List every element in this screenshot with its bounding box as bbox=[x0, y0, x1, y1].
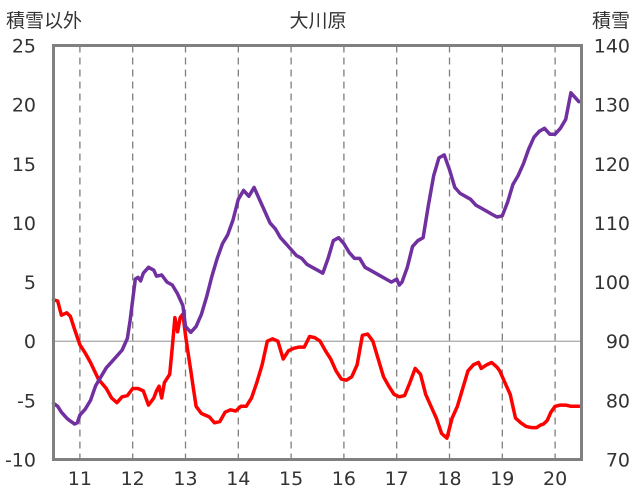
right-y-tick-label: 90 bbox=[606, 331, 630, 353]
right-y-tick-label: 130 bbox=[594, 95, 630, 117]
left-y-tick-label: 20 bbox=[12, 95, 36, 117]
left-y-tick-label: 0 bbox=[24, 331, 36, 353]
x-tick-label: 16 bbox=[332, 468, 356, 490]
x-tick-label: 11 bbox=[68, 468, 92, 490]
grid-lines bbox=[53, 45, 582, 460]
right-y-tick-label: 80 bbox=[606, 390, 630, 412]
left-y-tick-label: 25 bbox=[12, 36, 36, 58]
right-y-tick-label: 110 bbox=[594, 213, 630, 235]
x-tick-label: 12 bbox=[121, 468, 145, 490]
left-y-tick-label: -5 bbox=[17, 390, 36, 412]
x-tick-label: 13 bbox=[173, 468, 197, 490]
tick-labels: 11 12 13 14 15 16 17 18 19 20 25 20 15 10 5 0 -5 -10 140 13… bbox=[5, 36, 630, 491]
right-y-tick-label: 100 bbox=[594, 272, 630, 294]
left-y-tick-label: 15 bbox=[12, 154, 36, 176]
left-axis-label: 積雪以外 bbox=[6, 10, 82, 32]
x-tick-label: 15 bbox=[279, 468, 303, 490]
right-y-tick-label: 70 bbox=[606, 450, 630, 472]
right-y-tick-label: 120 bbox=[594, 154, 630, 176]
left-y-tick-label: 10 bbox=[12, 213, 36, 235]
x-tick-label: 14 bbox=[226, 468, 250, 490]
left-axis-series-line bbox=[51, 298, 581, 440]
x-tick-label: 20 bbox=[543, 468, 567, 490]
left-y-tick-label: -10 bbox=[5, 450, 36, 472]
right-y-tick-label: 140 bbox=[594, 36, 630, 58]
series-layer bbox=[51, 91, 581, 440]
right-axis-label: 積雪 bbox=[592, 10, 630, 32]
left-y-tick-label: 5 bbox=[24, 272, 36, 294]
right-axis-series-line bbox=[51, 91, 581, 426]
chart-title: 大川原 bbox=[289, 10, 346, 32]
x-tick-label: 18 bbox=[437, 468, 461, 490]
plot-frame bbox=[52, 44, 583, 461]
x-tick-label: 19 bbox=[490, 468, 514, 490]
x-tick-label: 17 bbox=[385, 468, 409, 490]
